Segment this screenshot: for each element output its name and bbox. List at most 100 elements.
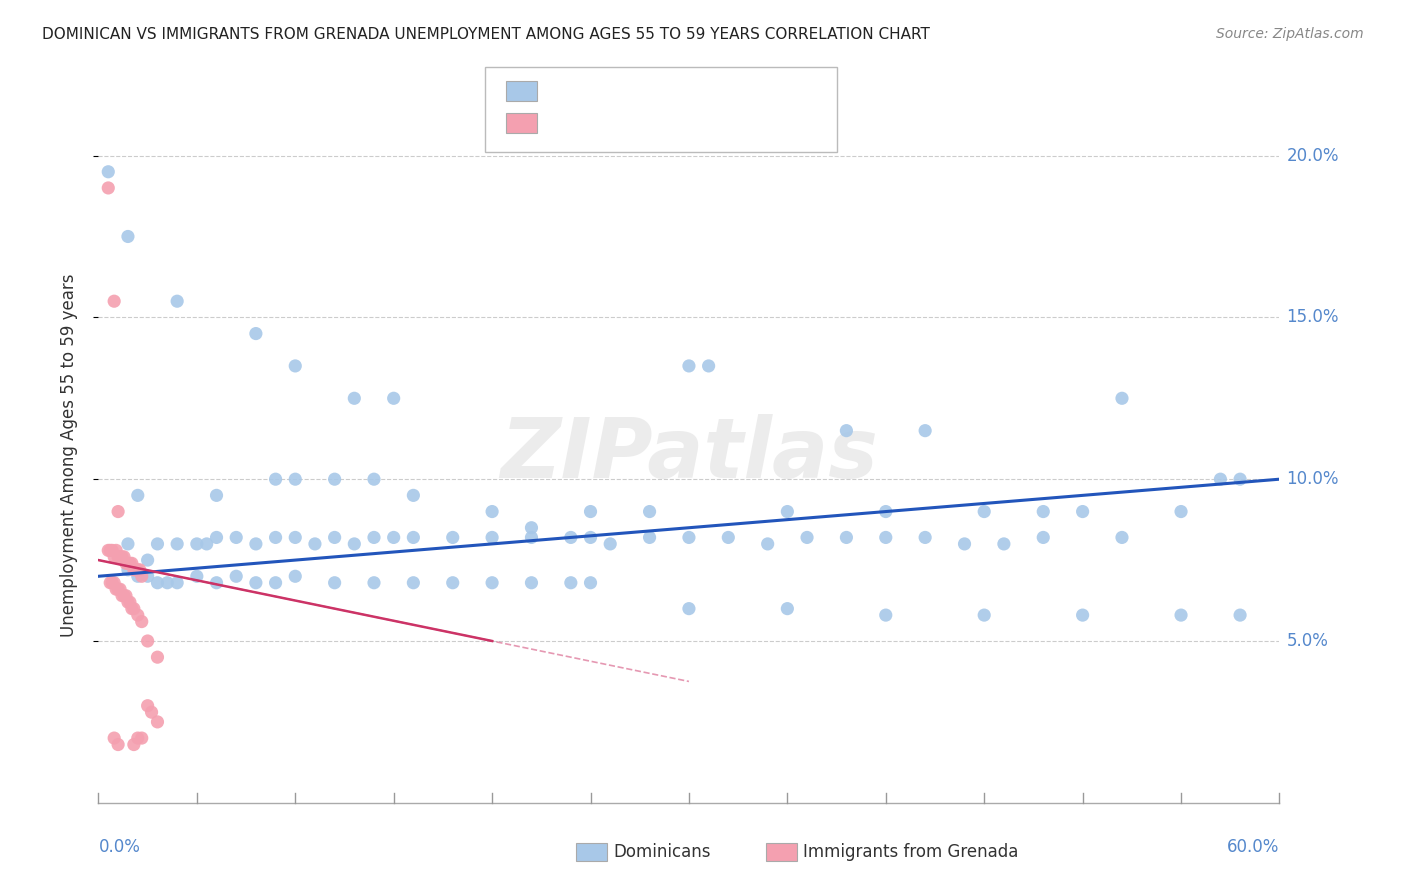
- Point: [264, 531, 287, 545]
- Point: [973, 608, 995, 623]
- Point: [1229, 472, 1251, 486]
- Point: [579, 575, 602, 590]
- Point: [127, 608, 149, 623]
- Point: [136, 553, 159, 567]
- Point: [264, 472, 287, 486]
- Point: [1229, 608, 1251, 623]
- Point: [141, 705, 163, 719]
- Point: [835, 531, 858, 545]
- Point: [146, 575, 169, 590]
- Point: [108, 549, 131, 564]
- Point: [127, 488, 149, 502]
- Point: [776, 504, 799, 518]
- Point: [520, 531, 543, 545]
- Point: [146, 650, 169, 665]
- Point: [481, 575, 503, 590]
- Text: Dominicans: Dominicans: [613, 843, 710, 861]
- Point: [1032, 531, 1054, 545]
- Point: [122, 563, 145, 577]
- Point: [112, 549, 135, 564]
- Point: [103, 575, 125, 590]
- Point: [103, 549, 125, 564]
- Point: [117, 595, 139, 609]
- Point: [678, 601, 700, 615]
- Point: [481, 504, 503, 518]
- Point: [343, 392, 366, 406]
- Point: [166, 537, 188, 551]
- Point: [121, 557, 143, 571]
- Point: [1071, 504, 1094, 518]
- Point: [441, 531, 464, 545]
- Text: 60.0%: 60.0%: [1227, 838, 1279, 856]
- Point: [125, 563, 148, 577]
- Text: 20.0%: 20.0%: [1286, 146, 1339, 165]
- Point: [835, 424, 858, 438]
- Point: [101, 575, 124, 590]
- Point: [441, 575, 464, 590]
- Point: [127, 731, 149, 745]
- Text: R =  0.301   N =: R = 0.301 N =: [546, 82, 688, 100]
- Point: [245, 537, 267, 551]
- Point: [225, 531, 247, 545]
- Point: [97, 181, 120, 195]
- Point: [697, 359, 720, 373]
- Point: [195, 537, 218, 551]
- Point: [225, 569, 247, 583]
- Point: [205, 488, 228, 502]
- Point: [97, 165, 120, 179]
- Point: [560, 575, 582, 590]
- Point: [776, 601, 799, 615]
- Point: [117, 229, 139, 244]
- Point: [1111, 531, 1133, 545]
- Point: [115, 557, 138, 571]
- Point: [402, 488, 425, 502]
- Y-axis label: Unemployment Among Ages 55 to 59 years: Unemployment Among Ages 55 to 59 years: [59, 273, 77, 637]
- Point: [914, 531, 936, 545]
- Point: [560, 531, 582, 545]
- Point: [136, 634, 159, 648]
- Point: [402, 531, 425, 545]
- Point: [323, 531, 346, 545]
- Point: [363, 531, 385, 545]
- Point: [717, 531, 740, 545]
- Point: [117, 537, 139, 551]
- Point: [875, 531, 897, 545]
- Point: [343, 537, 366, 551]
- Point: [118, 595, 141, 609]
- Point: [1209, 472, 1232, 486]
- Point: [914, 424, 936, 438]
- Point: [107, 549, 129, 564]
- Point: [107, 582, 129, 597]
- Point: [264, 575, 287, 590]
- Point: [146, 714, 169, 729]
- Point: [304, 537, 326, 551]
- Point: [186, 537, 208, 551]
- Point: [107, 504, 129, 518]
- Point: [98, 543, 121, 558]
- Point: [875, 608, 897, 623]
- Point: [579, 531, 602, 545]
- Point: [245, 326, 267, 341]
- Point: [953, 537, 976, 551]
- Point: [284, 472, 307, 486]
- Point: [323, 472, 346, 486]
- Point: [122, 601, 145, 615]
- Point: [122, 738, 145, 752]
- Point: [402, 575, 425, 590]
- Point: [156, 575, 179, 590]
- Point: [993, 537, 1015, 551]
- Point: [111, 589, 134, 603]
- Point: [117, 563, 139, 577]
- Point: [127, 563, 149, 577]
- Point: [756, 537, 779, 551]
- Point: [97, 543, 120, 558]
- Point: [796, 531, 818, 545]
- Point: [638, 504, 661, 518]
- Text: 0.0%: 0.0%: [98, 838, 141, 856]
- Point: [103, 731, 125, 745]
- Point: [678, 531, 700, 545]
- Point: [186, 569, 208, 583]
- Point: [98, 575, 121, 590]
- Point: [166, 294, 188, 309]
- Point: [284, 359, 307, 373]
